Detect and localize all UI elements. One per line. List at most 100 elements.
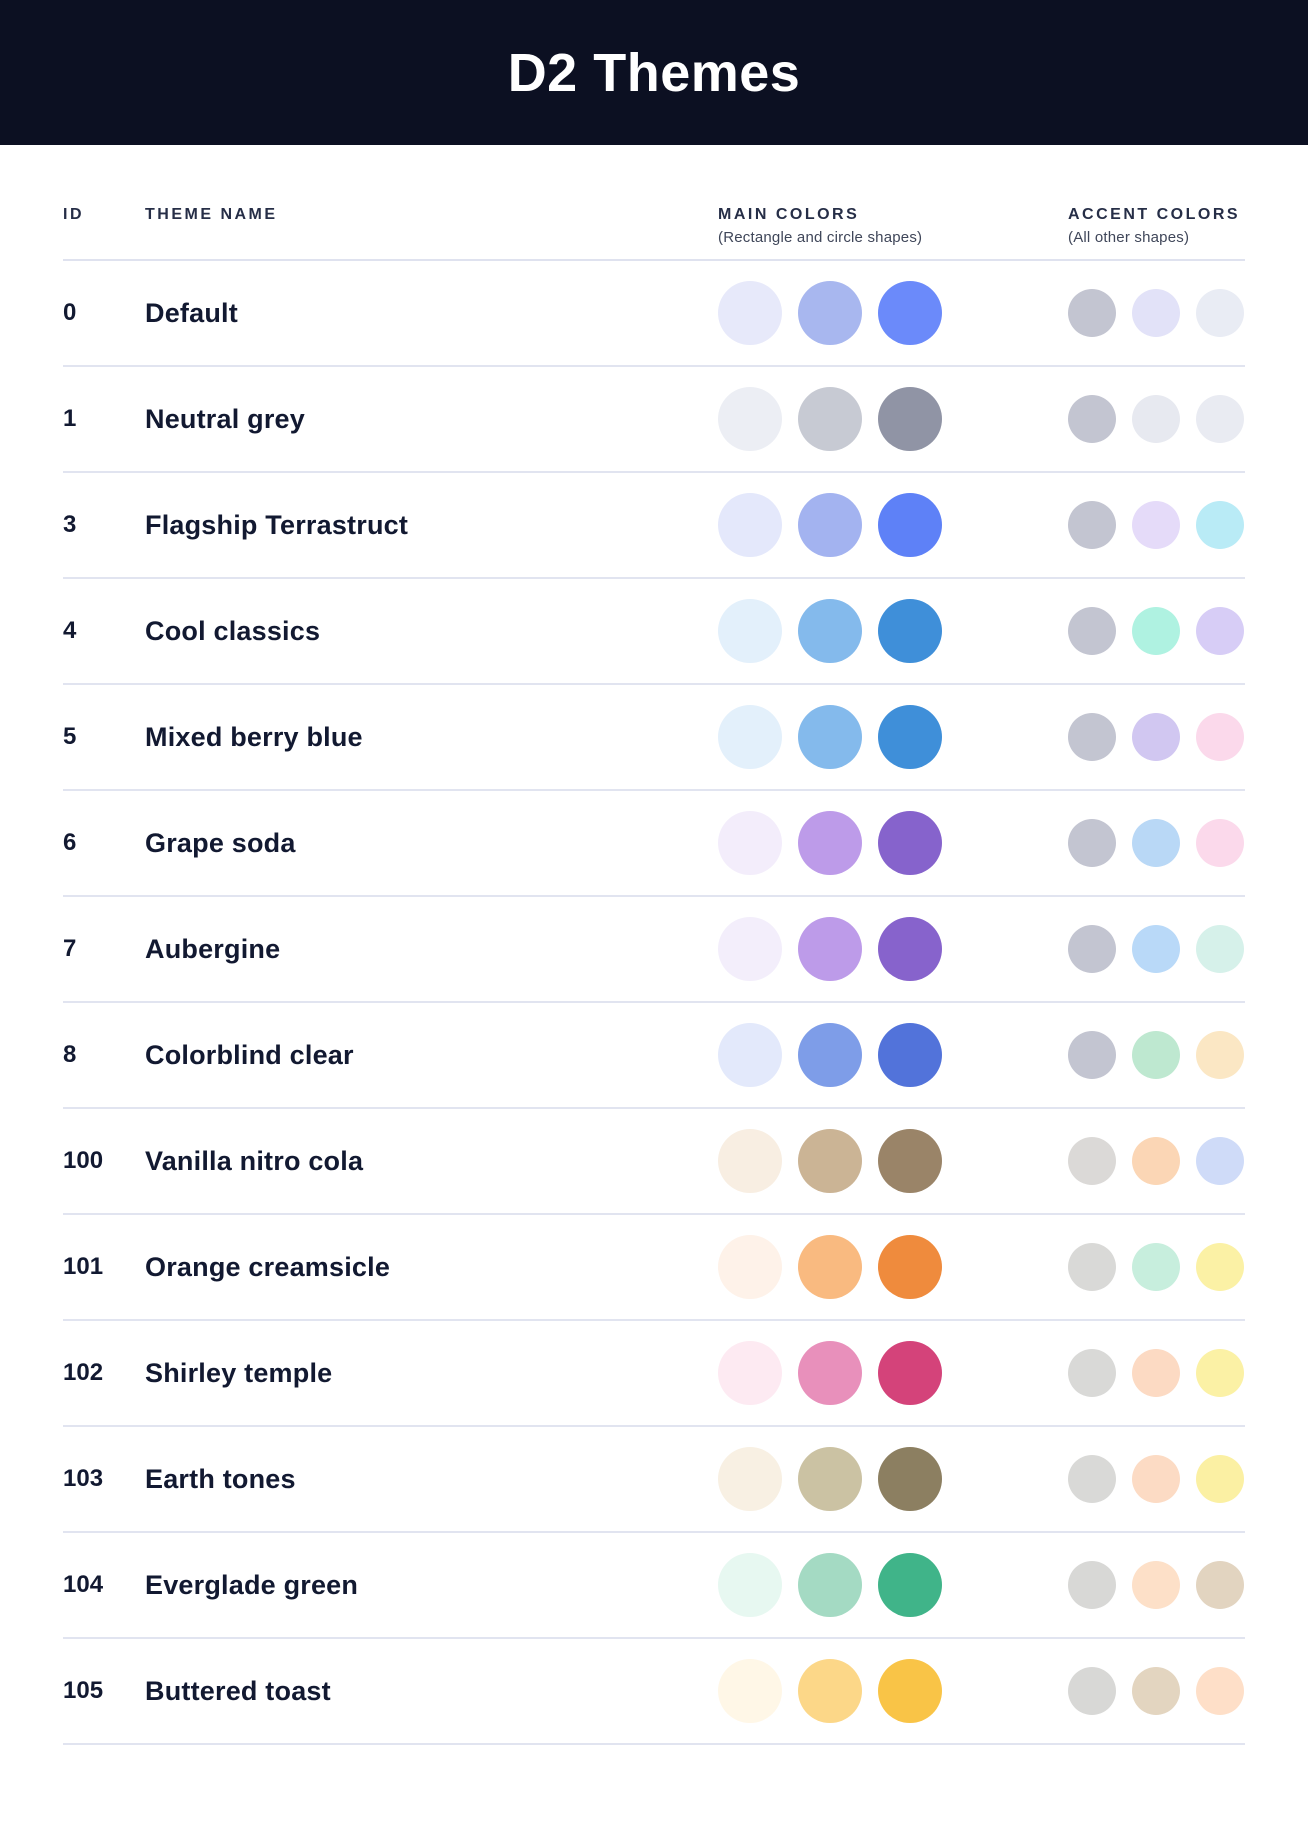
accent-color-swatch [1196, 395, 1244, 443]
main-color-swatch [878, 811, 942, 875]
main-color-swatch [798, 281, 862, 345]
main-color-swatch [718, 493, 782, 557]
main-color-swatches [718, 281, 1068, 345]
main-color-swatch [798, 387, 862, 451]
main-color-swatches [718, 811, 1068, 875]
themes-table: ID THEME NAME MAIN COLORS (Rectangle and… [63, 145, 1245, 1745]
accent-color-swatch [1068, 289, 1116, 337]
theme-id: 3 [63, 511, 77, 538]
theme-id: 5 [63, 723, 77, 750]
main-color-swatches [718, 599, 1068, 663]
accent-color-swatches [1068, 1455, 1245, 1503]
accent-color-swatch [1132, 1137, 1180, 1185]
main-color-swatches [718, 917, 1068, 981]
main-color-swatches [718, 1659, 1068, 1723]
accent-color-swatch [1068, 395, 1116, 443]
accent-color-swatches [1068, 1243, 1245, 1291]
main-color-swatch [718, 1341, 782, 1405]
theme-id: 0 [63, 299, 77, 326]
theme-id: 105 [63, 1677, 104, 1704]
accent-color-swatch [1196, 289, 1244, 337]
column-header-accent-colors-label: ACCENT COLORS [1068, 206, 1241, 223]
theme-id: 101 [63, 1253, 104, 1280]
theme-row: 0 Default [63, 261, 1245, 367]
main-color-swatch [798, 1553, 862, 1617]
main-color-swatch [718, 1447, 782, 1511]
main-color-swatch [718, 811, 782, 875]
theme-row: 102 Shirley temple [63, 1321, 1245, 1427]
theme-row: 103 Earth tones [63, 1427, 1245, 1533]
accent-color-swatches [1068, 1137, 1245, 1185]
theme-name: Everglade green [145, 1569, 359, 1600]
main-color-swatch [718, 387, 782, 451]
accent-color-swatches [1068, 395, 1245, 443]
theme-id: 100 [63, 1147, 104, 1174]
main-color-swatches [718, 493, 1068, 557]
main-color-swatch [878, 1447, 942, 1511]
theme-name: Aubergine [145, 933, 281, 964]
accent-color-swatch [1068, 1243, 1116, 1291]
theme-row: 104 Everglade green [63, 1533, 1245, 1639]
theme-name: Cool classics [145, 615, 321, 646]
accent-color-swatch [1132, 501, 1180, 549]
main-color-swatch [798, 1659, 862, 1723]
theme-id: 8 [63, 1041, 77, 1068]
theme-id: 6 [63, 829, 77, 856]
main-color-swatch [798, 1235, 862, 1299]
theme-row: 4 Cool classics [63, 579, 1245, 685]
main-color-swatches [718, 1129, 1068, 1193]
column-header-main-colors: MAIN COLORS (Rectangle and circle shapes… [718, 205, 1068, 247]
accent-color-swatches [1068, 925, 1245, 973]
theme-name: Orange creamsicle [145, 1251, 391, 1282]
theme-name: Flagship Terrastruct [145, 509, 409, 540]
theme-row: 5 Mixed berry blue [63, 685, 1245, 791]
main-color-swatch [718, 705, 782, 769]
theme-row: 3 Flagship Terrastruct [63, 473, 1245, 579]
main-color-swatch [878, 599, 942, 663]
theme-name: Vanilla nitro cola [145, 1145, 364, 1176]
main-color-swatch [798, 917, 862, 981]
accent-color-swatch [1068, 501, 1116, 549]
column-header-accent-colors-subtitle: (All other shapes) [1068, 229, 1190, 246]
theme-id: 4 [63, 617, 77, 644]
accent-color-swatch [1132, 1031, 1180, 1079]
accent-color-swatches [1068, 1031, 1245, 1079]
accent-color-swatch [1196, 501, 1244, 549]
accent-color-swatch [1132, 607, 1180, 655]
accent-color-swatch [1196, 925, 1244, 973]
main-color-swatch [798, 1341, 862, 1405]
main-color-swatch [718, 1235, 782, 1299]
accent-color-swatch [1132, 1349, 1180, 1397]
theme-row: 8 Colorblind clear [63, 1003, 1245, 1109]
accent-color-swatch [1132, 395, 1180, 443]
accent-color-swatch [1196, 1455, 1244, 1503]
theme-name: Earth tones [145, 1463, 296, 1494]
accent-color-swatch [1196, 1031, 1244, 1079]
theme-name: Grape soda [145, 827, 296, 858]
theme-table-body: 0 Default 1 Neutral grey 3 Flagship Terr… [63, 261, 1245, 1745]
accent-color-swatch [1132, 1561, 1180, 1609]
page-title: D2 Themes [507, 42, 801, 103]
accent-color-swatch [1132, 289, 1180, 337]
accent-color-swatch [1196, 607, 1244, 655]
accent-color-swatch [1196, 1349, 1244, 1397]
accent-color-swatches [1068, 819, 1245, 867]
accent-color-swatch [1196, 1667, 1244, 1715]
accent-color-swatch [1068, 607, 1116, 655]
accent-color-swatches [1068, 1349, 1245, 1397]
theme-id: 102 [63, 1359, 104, 1386]
main-color-swatches [718, 705, 1068, 769]
accent-color-swatch [1068, 1137, 1116, 1185]
accent-color-swatches [1068, 1561, 1245, 1609]
main-color-swatch [878, 705, 942, 769]
theme-id: 103 [63, 1465, 104, 1492]
column-header-main-colors-label: MAIN COLORS [718, 206, 860, 223]
main-color-swatch [878, 387, 942, 451]
accent-color-swatches [1068, 607, 1245, 655]
main-color-swatch [718, 1659, 782, 1723]
main-color-swatches [718, 1235, 1068, 1299]
accent-color-swatch [1132, 1667, 1180, 1715]
theme-row: 6 Grape soda [63, 791, 1245, 897]
accent-color-swatch [1068, 713, 1116, 761]
main-color-swatch [718, 599, 782, 663]
